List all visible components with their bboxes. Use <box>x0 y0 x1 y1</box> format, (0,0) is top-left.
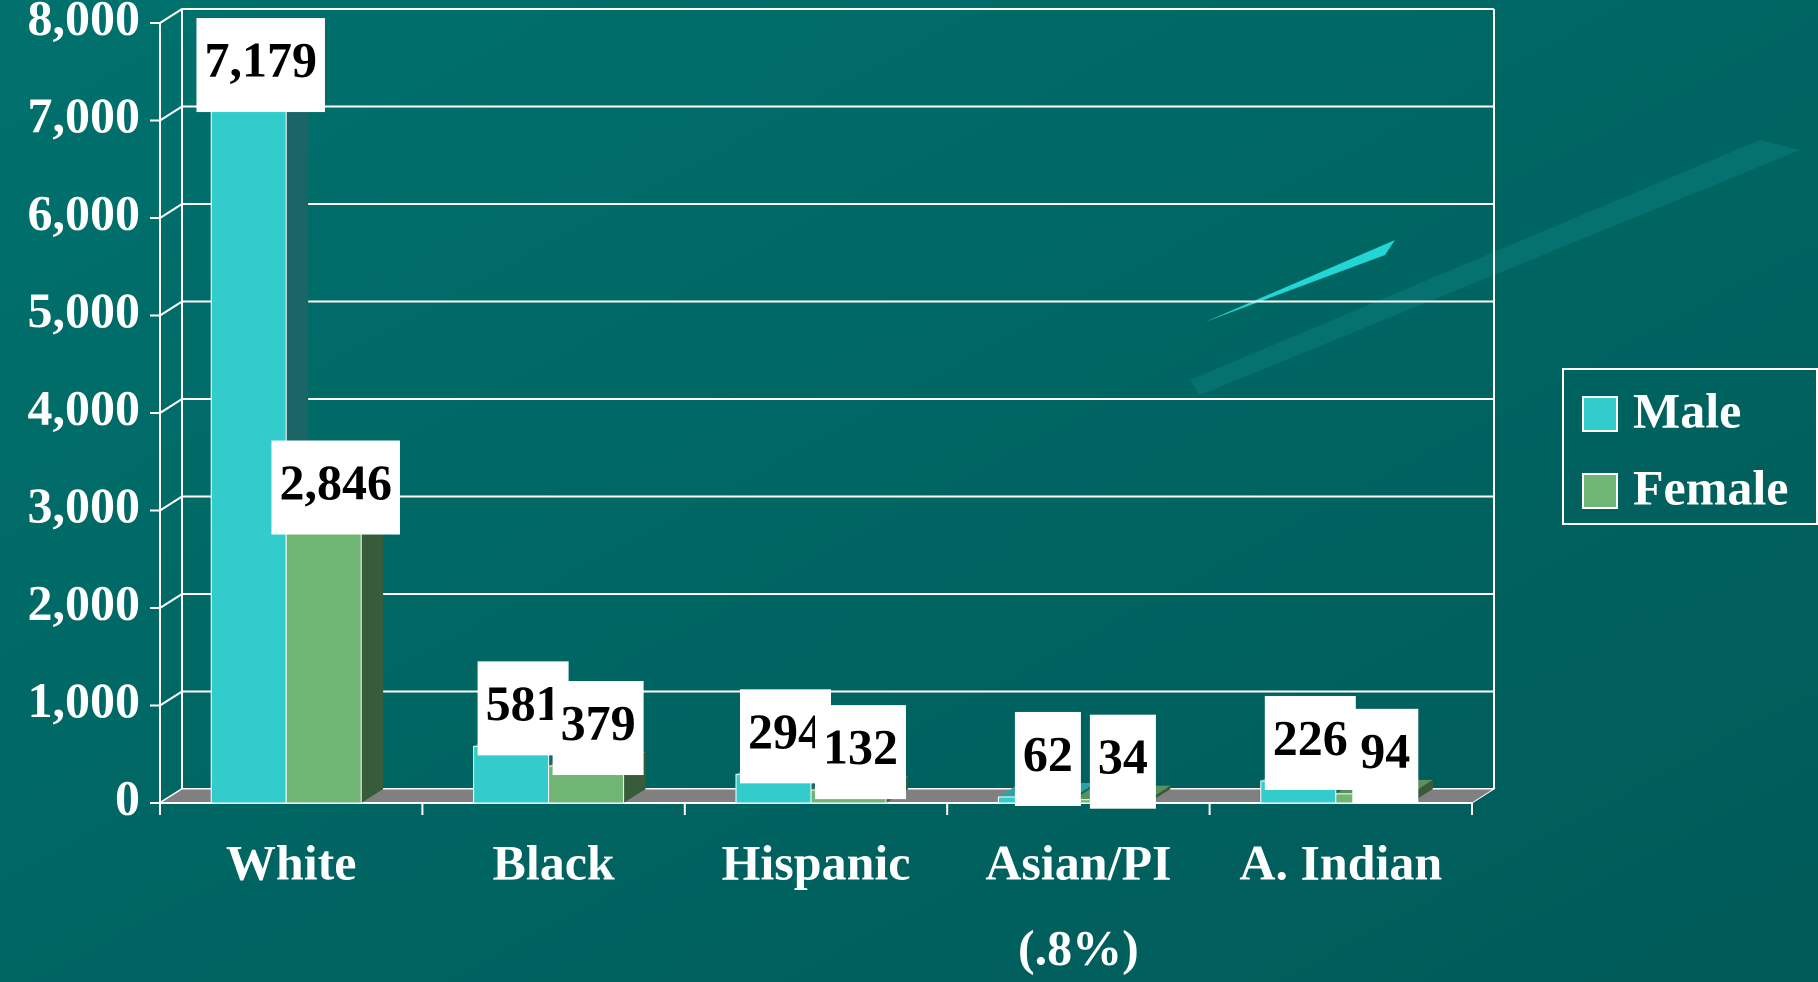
value-label: 94 <box>1352 708 1419 803</box>
value-label-box <box>196 18 325 113</box>
value-label-text: 34 <box>1098 728 1148 784</box>
value-label-box <box>1014 711 1081 806</box>
value-label-text: 132 <box>823 719 898 775</box>
grid-line <box>159 300 1494 317</box>
legend-box <box>1562 368 1818 525</box>
y-tick-label: 8,000 <box>28 0 141 45</box>
x-tick-label: Black <box>492 834 614 890</box>
grid-line <box>159 593 1494 609</box>
legend-label: Female <box>1633 459 1788 515</box>
y-tick-label: 3,000 <box>28 477 141 533</box>
bar-side <box>361 511 384 803</box>
grid-line <box>159 105 1494 122</box>
value-label: 379 <box>552 681 644 776</box>
value-label-box <box>815 705 906 800</box>
value-label-text: 379 <box>561 695 636 751</box>
value-label: 2,846 <box>271 440 400 535</box>
x-tick-label: A. Indian <box>1239 834 1442 890</box>
value-label-box <box>552 681 644 776</box>
value-label: 62 <box>1014 711 1081 806</box>
grid-line <box>159 203 1494 219</box>
y-tick-label: 5,000 <box>28 282 141 338</box>
value-label: 7,179 <box>196 18 325 113</box>
value-label-box <box>1089 714 1156 809</box>
value-label-text: 62 <box>1023 725 1073 781</box>
bar <box>285 525 362 804</box>
value-label-text: 94 <box>1360 722 1410 778</box>
x-tick-label: Hispanic <box>722 834 911 890</box>
value-label-box <box>1352 708 1419 803</box>
value-label: 34 <box>1089 714 1156 809</box>
y-tick-label: 7,000 <box>28 87 141 143</box>
y-tick-label: 4,000 <box>28 379 141 435</box>
y-tick-label: 1,000 <box>28 672 141 728</box>
x-tick-label: White <box>226 834 357 890</box>
grid-line <box>159 8 1494 24</box>
value-label-text: 581 <box>486 675 561 731</box>
y-tick-label: 2,000 <box>28 574 141 630</box>
value-label-text: 7,179 <box>204 32 317 88</box>
value-label-text: 226 <box>1273 709 1348 765</box>
value-label-text: 2,846 <box>279 454 392 510</box>
value-label: 226 <box>1264 695 1356 790</box>
x-tick-label: Asian/PI <box>985 834 1171 890</box>
legend-label: Male <box>1633 382 1741 438</box>
value-label: 132 <box>815 705 906 800</box>
y-tick-label: 0 <box>115 769 140 825</box>
legend-swatch <box>1582 396 1618 432</box>
value-label-box <box>271 440 400 535</box>
value-label-box <box>1264 695 1356 790</box>
annotation: (.8%) <box>1018 919 1139 975</box>
grid-line <box>159 398 1494 414</box>
y-tick-label: 6,000 <box>28 184 141 240</box>
legend-swatch <box>1582 473 1618 509</box>
value-label-text: 294 <box>748 703 823 759</box>
grid-line <box>159 690 1494 707</box>
grid-line <box>159 495 1494 512</box>
